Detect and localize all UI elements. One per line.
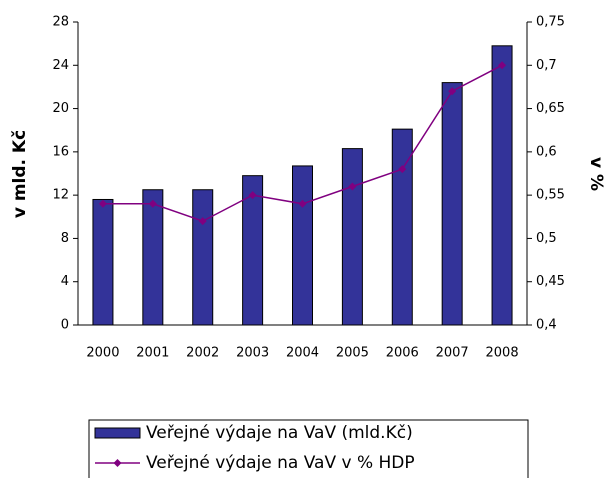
y2-tick-label: 0,45 xyxy=(536,274,565,289)
y2-tick-label: 0,7 xyxy=(536,58,557,73)
x-tick-label: 2002 xyxy=(186,346,219,361)
y-axis-title: v mld. Kč xyxy=(10,130,30,218)
x-tick-label: 2003 xyxy=(236,346,269,361)
y2-tick-label: 0,4 xyxy=(536,318,557,333)
x-tick-label: 2004 xyxy=(286,346,319,361)
legend-label: Veřejné výdaje na VaV v % HDP xyxy=(146,453,415,473)
y-tick-label: 12 xyxy=(52,188,69,203)
bar xyxy=(292,165,313,326)
legend-swatch xyxy=(94,427,141,439)
line-marker xyxy=(148,199,157,208)
y-tick-label: 0 xyxy=(61,318,69,333)
y2-tick-label: 0,6 xyxy=(536,144,557,159)
y2-axis-title: v % xyxy=(586,157,606,191)
y-tick-label: 20 xyxy=(52,101,69,116)
bar xyxy=(242,175,264,326)
bar xyxy=(341,148,363,326)
x-tick-label: 2008 xyxy=(486,346,519,361)
bar xyxy=(441,82,463,326)
x-tick-label: 2006 xyxy=(386,346,419,361)
line-marker xyxy=(398,165,407,174)
y-tick-label: 16 xyxy=(52,144,69,159)
bar xyxy=(92,198,114,326)
line-marker xyxy=(248,191,257,200)
line-marker xyxy=(498,61,507,70)
bar xyxy=(192,189,214,326)
y2-tick-label: 0,75 xyxy=(536,15,565,30)
bar xyxy=(491,45,513,326)
y-tick-label: 4 xyxy=(61,274,69,289)
x-tick-label: 2007 xyxy=(436,346,469,361)
x-tick-label: 2001 xyxy=(136,346,169,361)
line-marker xyxy=(298,199,307,208)
x-tick-label: 2005 xyxy=(336,346,369,361)
line-marker xyxy=(198,217,207,226)
legend-box xyxy=(88,419,529,478)
bar xyxy=(142,189,164,326)
line-marker xyxy=(348,182,357,191)
line-marker xyxy=(98,199,107,208)
legend-swatch-marker xyxy=(113,459,122,467)
y-tick-label: 24 xyxy=(52,58,69,73)
bar xyxy=(391,128,413,326)
legend-label: Veřejné výdaje na VaV (mld.Kč) xyxy=(146,423,413,443)
line-marker xyxy=(448,87,457,96)
y-tick-label: 8 xyxy=(61,231,69,246)
x-tick-label: 2000 xyxy=(86,346,119,361)
y2-tick-label: 0,55 xyxy=(536,188,565,203)
y2-tick-label: 0,65 xyxy=(536,101,565,116)
y2-tick-label: 0,5 xyxy=(536,231,557,246)
y-tick-label: 28 xyxy=(52,15,69,30)
